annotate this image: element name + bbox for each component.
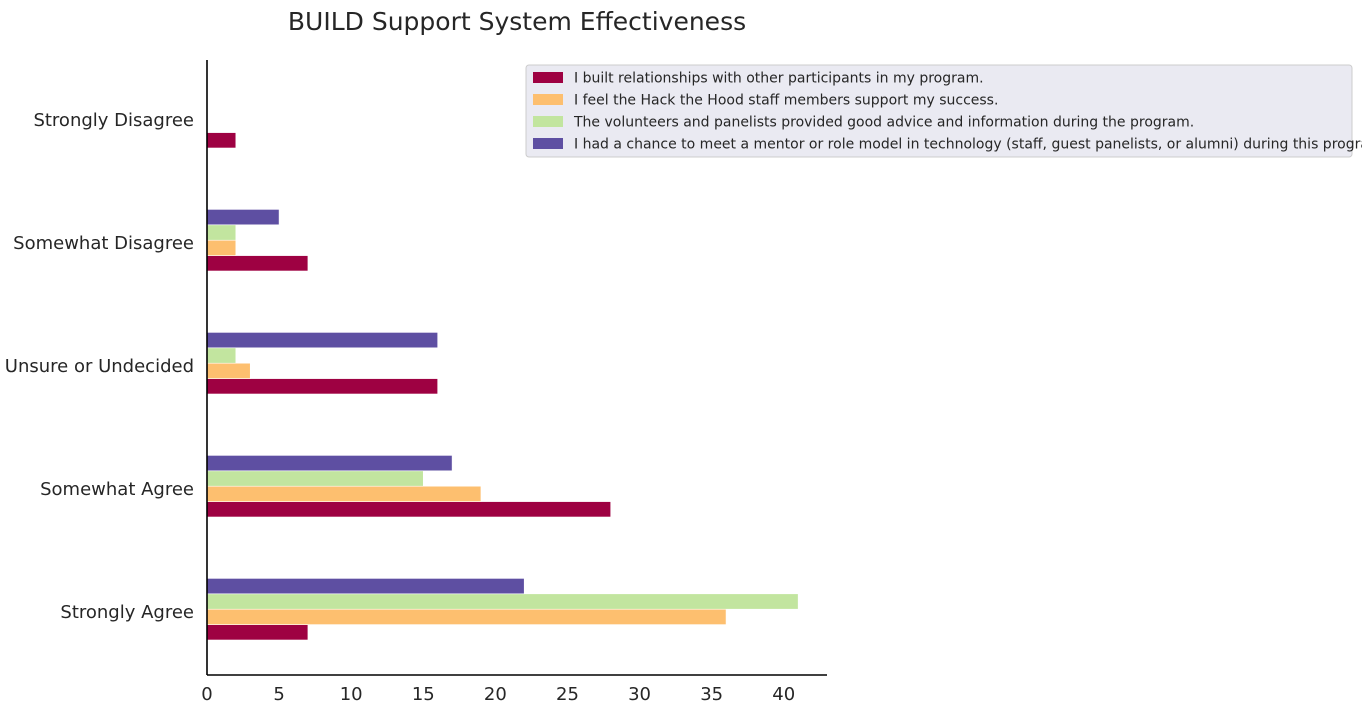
legend-swatch-4 [533, 138, 563, 149]
bar-somewhat-disagree-series-1 [206, 255, 309, 272]
y-tick-label-strongly-disagree: Strongly Disagree [33, 110, 194, 131]
bar-somewhat-disagree-series-2 [206, 239, 237, 256]
bars-group [206, 132, 799, 641]
legend-label-4: I had a chance to meet a mentor or role … [574, 137, 1362, 153]
bar-somewhat-disagree-series-3 [206, 224, 237, 241]
bar-strongly-disagree-series-1 [206, 132, 237, 149]
x-tick-label-0: 0 [201, 684, 212, 705]
legend-swatch-1 [533, 72, 563, 83]
x-tick-label-5: 5 [273, 684, 284, 705]
bar-unsure-or-undecided-series-1 [206, 378, 438, 395]
x-tick-label-35: 35 [700, 684, 723, 705]
x-tick-label-40: 40 [772, 684, 795, 705]
legend-label-3: The volunteers and panelists provided go… [573, 115, 1194, 131]
bar-unsure-or-undecided-series-4 [206, 332, 438, 349]
x-tick-label-20: 20 [484, 684, 507, 705]
bar-somewhat-agree-series-2 [206, 485, 482, 502]
x-tick-label-25: 25 [556, 684, 579, 705]
x-tick-label-15: 15 [412, 684, 435, 705]
bar-strongly-agree-series-1 [206, 624, 309, 641]
y-tick-label-strongly-agree: Strongly Agree [60, 602, 194, 623]
bar-somewhat-agree-series-3 [206, 470, 424, 487]
y-tick-label-somewhat-agree: Somewhat Agree [40, 479, 194, 500]
legend-box [525, 64, 1353, 158]
bar-strongly-agree-series-3 [206, 593, 799, 610]
y-tick-label-unsure-or-undecided: Unsure or Undecided [5, 356, 194, 377]
bar-unsure-or-undecided-series-2 [206, 362, 251, 379]
x-tick-label-10: 10 [340, 684, 363, 705]
legend-label-1: I built relationships with other partici… [574, 71, 984, 87]
bar-somewhat-agree-series-4 [206, 455, 453, 472]
legend-label-2: I feel the Hack the Hood staff members s… [574, 93, 998, 109]
x-axis: 0 5 10 15 20 25 30 35 40 [201, 674, 827, 705]
y-axis: Strongly Disagree Somewhat Disagree Unsure… [5, 60, 208, 675]
bar-unsure-or-undecided-series-3 [206, 347, 237, 364]
legend-swatch-3 [533, 116, 563, 127]
bar-somewhat-disagree-series-4 [206, 209, 280, 226]
bar-strongly-agree-series-4 [206, 578, 525, 595]
legend: I built relationships with other partici… [525, 64, 1362, 158]
y-tick-label-somewhat-disagree: Somewhat Disagree [13, 233, 194, 254]
x-tick-label-30: 30 [628, 684, 651, 705]
chart-title: BUILD Support System Effectiveness [288, 7, 746, 36]
bar-strongly-agree-series-2 [206, 608, 727, 625]
bar-somewhat-agree-series-1 [206, 501, 612, 518]
legend-swatch-2 [533, 94, 563, 105]
